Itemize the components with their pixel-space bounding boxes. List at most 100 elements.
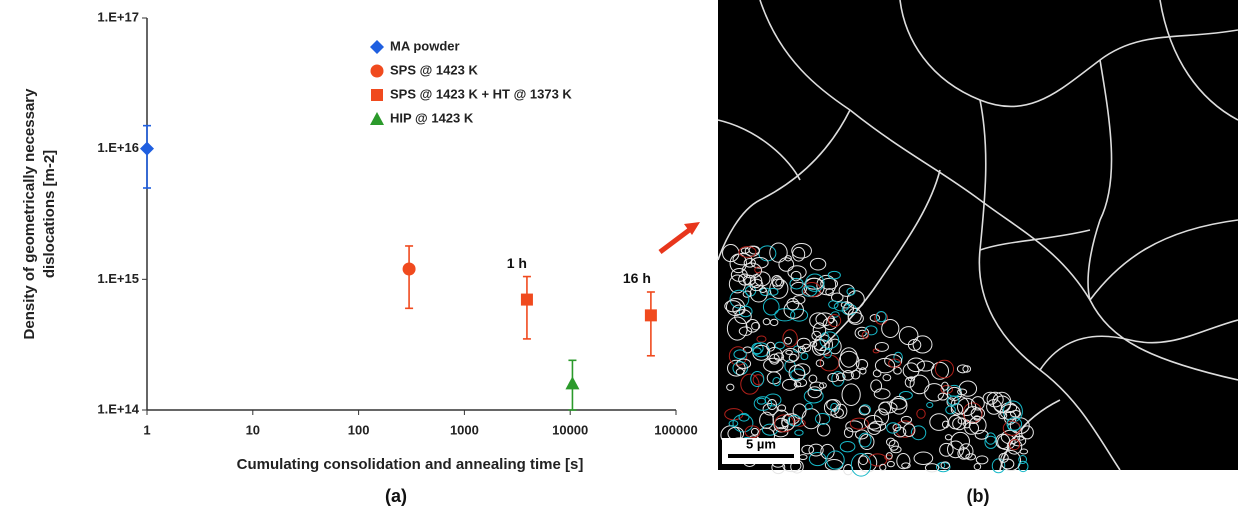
grain	[744, 425, 761, 439]
grain	[803, 388, 824, 404]
grain	[828, 338, 842, 355]
grain	[984, 435, 998, 449]
grain	[773, 427, 789, 438]
grain	[864, 325, 878, 336]
grain	[763, 357, 784, 373]
micrograph: 5 µm	[717, 0, 1238, 477]
grain	[809, 381, 825, 392]
legend-label: MA powder	[390, 38, 460, 53]
grain	[885, 452, 893, 460]
grain	[786, 297, 800, 311]
grain	[867, 453, 888, 467]
grain	[900, 415, 913, 424]
grain	[975, 455, 989, 465]
legend-marker	[371, 89, 383, 101]
scale-bar-label: 5 µm	[746, 436, 776, 451]
grain	[886, 437, 896, 447]
grain	[790, 281, 807, 296]
grain	[1021, 425, 1034, 440]
x-tick-label: 100	[348, 422, 370, 437]
grain	[910, 425, 927, 441]
grain	[931, 361, 950, 380]
grain	[924, 463, 940, 473]
grain	[809, 312, 828, 329]
grain	[769, 278, 789, 299]
grain	[774, 341, 785, 350]
x-tick-label: 100000	[654, 422, 697, 437]
grain	[827, 270, 841, 280]
marker	[402, 262, 416, 276]
grain	[750, 427, 759, 436]
grain	[788, 353, 798, 362]
grain	[771, 274, 783, 287]
error-bar	[646, 291, 655, 357]
grain	[982, 391, 999, 405]
legend-marker	[370, 40, 384, 54]
grain	[846, 287, 856, 296]
grain	[882, 373, 892, 382]
marker	[520, 293, 533, 306]
grain	[956, 397, 977, 417]
fine-grain-region	[720, 242, 1034, 477]
grain	[728, 346, 748, 366]
grain	[784, 336, 792, 345]
x-axis-title: Cumulating consolidation and annealing t…	[237, 456, 584, 473]
grain	[816, 422, 831, 437]
grain	[952, 417, 967, 431]
legend-marker	[370, 64, 384, 78]
grain	[890, 395, 908, 415]
grain	[732, 304, 746, 316]
grain	[926, 402, 934, 408]
grain	[752, 347, 762, 355]
error-bar	[143, 124, 151, 189]
grain	[965, 453, 977, 461]
grain	[869, 314, 881, 322]
grain	[916, 408, 926, 419]
grain	[809, 257, 827, 271]
grain	[878, 401, 892, 416]
grain	[783, 413, 800, 425]
marker	[140, 141, 154, 156]
grain	[825, 288, 834, 297]
grain	[769, 242, 788, 263]
grain	[834, 403, 848, 419]
grain	[970, 396, 985, 411]
grain	[890, 445, 902, 454]
grain	[992, 391, 1012, 413]
grain	[750, 371, 765, 387]
grain	[820, 277, 839, 290]
grain	[839, 347, 858, 368]
x-tick-label: 10000	[552, 422, 588, 437]
grain	[801, 285, 818, 297]
grain	[947, 395, 960, 406]
grain	[879, 463, 887, 471]
grain	[998, 452, 1009, 463]
grain	[1018, 455, 1028, 465]
grain	[958, 380, 978, 397]
y-axis-title: dislocations [m-2]	[41, 150, 58, 278]
legend-label: SPS @ 1423 K + HT @ 1373 K	[390, 86, 572, 101]
grain	[801, 444, 815, 455]
grain	[941, 381, 949, 391]
grain	[793, 381, 802, 388]
marker	[565, 376, 580, 390]
grain	[881, 318, 900, 338]
grain	[814, 412, 831, 425]
grain	[964, 421, 980, 435]
grain	[845, 420, 863, 433]
grain	[804, 277, 824, 290]
grain	[874, 341, 889, 352]
grain	[827, 372, 840, 383]
grain	[902, 362, 920, 379]
grain	[789, 277, 804, 290]
grain	[790, 270, 802, 282]
grain	[830, 407, 844, 418]
grain	[781, 348, 800, 363]
grain	[830, 402, 839, 412]
grain	[957, 388, 968, 396]
grain	[777, 404, 787, 412]
micrograph-background	[718, 0, 1238, 470]
grain	[772, 377, 781, 387]
grain	[843, 427, 854, 438]
